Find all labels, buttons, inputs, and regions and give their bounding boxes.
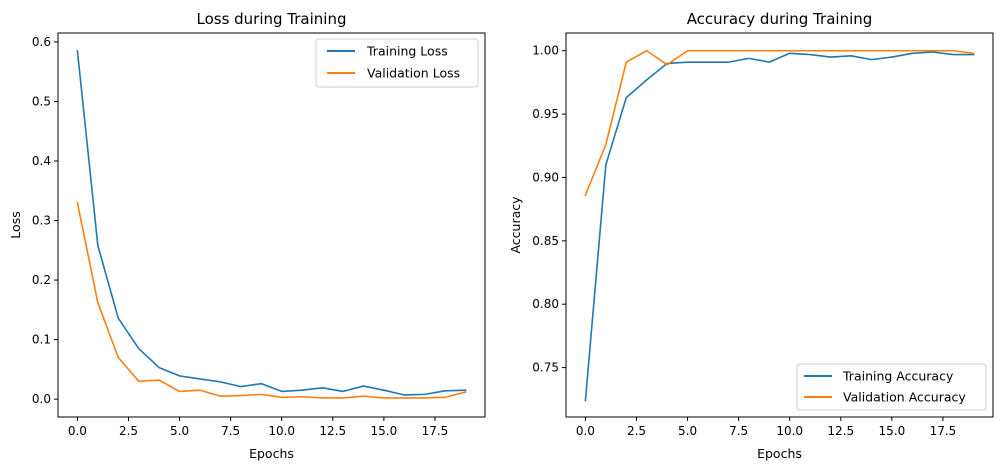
x-tick-label: 5.0	[678, 424, 697, 438]
x-tick-label: 12.5	[319, 424, 346, 438]
x-tick-label: 15.0	[879, 424, 906, 438]
legend: Training Accuracy Validation Accuracy	[796, 363, 987, 411]
series-layer	[584, 49, 975, 402]
x-tick-label: 12.5	[827, 424, 854, 438]
x-tick-label: 2.5	[119, 424, 138, 438]
x-tick-label: 17.5	[930, 424, 957, 438]
y-axis-label: Loss	[8, 211, 23, 238]
y-tick-label: 0.75	[532, 361, 559, 375]
x-tick-label: 7.5	[729, 424, 748, 438]
y-tick-label: 0.6	[32, 35, 51, 49]
series-line-training-loss	[76, 49, 467, 396]
x-tick-label: 7.5	[221, 424, 240, 438]
accuracy-chart: Accuracy during Training 0.0 2.5 5.0 7.5 10.…	[508, 10, 994, 461]
series-layer	[76, 49, 467, 399]
y-tick-label: 0.0	[32, 392, 51, 406]
x-tick-label: 10.0	[776, 424, 803, 438]
chart-title: Loss during Training	[196, 10, 346, 28]
x-tick-label: 0.0	[576, 424, 595, 438]
y-tick-label: 0.4	[32, 154, 51, 168]
y-tick-label: 0.95	[532, 107, 559, 121]
x-axis-label: Epochs	[249, 446, 294, 461]
y-tick-label: 0.3	[32, 214, 51, 228]
legend-label-training-accuracy: Training Accuracy	[842, 369, 954, 384]
loss-chart: Loss during Training 0.0 2.5 5.0 7.5 10.0 12.…	[8, 10, 486, 461]
legend-label-validation-accuracy: Validation Accuracy	[843, 390, 966, 405]
legend-box	[315, 38, 479, 88]
ticks-layer: 0.0 2.5 5.0 7.5 10.0 12.5 15.0 17.5 0.75 0.80 0.85…	[532, 44, 956, 438]
y-tick-label: 0.80	[532, 297, 559, 311]
y-tick-label: 0.5	[32, 94, 51, 108]
x-axis-label: Epochs	[757, 446, 802, 461]
axes-frame	[57, 32, 486, 418]
y-tick-label: 0.1	[32, 333, 51, 347]
series-line-validation-loss	[76, 201, 467, 399]
legend: Training Loss Validation Loss	[315, 38, 479, 88]
series-line-training-accuracy	[584, 51, 975, 402]
x-tick-label: 17.5	[422, 424, 449, 438]
legend-label-validation-loss: Validation Loss	[367, 66, 460, 81]
y-tick-label: 0.2	[32, 273, 51, 287]
x-tick-label: 15.0	[371, 424, 398, 438]
x-tick-label: 5.0	[170, 424, 189, 438]
legend-box	[796, 363, 987, 411]
chart-title: Accuracy during Training	[687, 10, 873, 28]
x-tick-label: 2.5	[627, 424, 646, 438]
series-line-validation-accuracy	[584, 49, 975, 197]
axes-frame	[565, 32, 994, 418]
x-tick-label: 0.0	[68, 424, 87, 438]
y-tick-label: 0.90	[532, 170, 559, 184]
y-tick-label: 0.85	[532, 234, 559, 248]
y-tick-label: 1.00	[532, 44, 559, 58]
legend-label-training-loss: Training Loss	[366, 44, 448, 59]
ticks-layer: 0.0 2.5 5.0 7.5 10.0 12.5 15.0 17.5 0.0 0.1 0.2 0.3…	[32, 35, 448, 438]
x-tick-label: 10.0	[268, 424, 295, 438]
y-axis-label: Accuracy	[508, 196, 523, 254]
